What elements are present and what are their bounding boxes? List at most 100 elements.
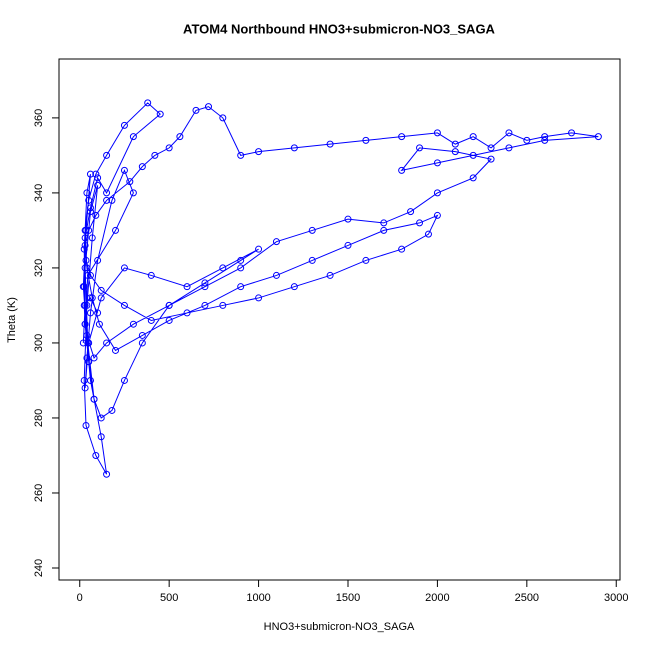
data-point xyxy=(83,354,91,362)
data-point xyxy=(82,421,90,429)
data-point xyxy=(80,301,88,309)
y-tick-label: 360 xyxy=(33,109,45,127)
y-tick-label: 260 xyxy=(33,484,45,502)
data-point xyxy=(85,196,93,204)
y-tick-label: 340 xyxy=(33,184,45,202)
data-point xyxy=(594,133,602,141)
data-point xyxy=(83,331,91,339)
data-point xyxy=(326,140,334,148)
data-point xyxy=(176,133,184,141)
data-point xyxy=(80,283,88,291)
data-point xyxy=(92,211,100,219)
x-tick-label: 1000 xyxy=(246,592,270,604)
data-point xyxy=(469,151,477,159)
data-point xyxy=(219,301,227,309)
data-point xyxy=(94,256,102,264)
y-axis-label: Theta (K) xyxy=(6,297,18,343)
data-point xyxy=(83,301,91,309)
data-point xyxy=(120,166,128,174)
data-point xyxy=(129,320,137,328)
data-point xyxy=(138,339,146,347)
data-point xyxy=(487,144,495,152)
data-point xyxy=(126,178,134,186)
data-point xyxy=(255,148,263,156)
y-tick-label: 280 xyxy=(33,409,45,427)
data-point xyxy=(81,320,89,328)
data-point xyxy=(80,245,88,253)
data-point xyxy=(201,279,209,287)
data-point xyxy=(81,226,89,234)
data-point xyxy=(95,320,103,328)
data-point xyxy=(92,451,100,459)
x-tick-label: 0 xyxy=(77,592,83,604)
data-point xyxy=(138,163,146,171)
data-point xyxy=(219,114,227,122)
data-point xyxy=(86,376,94,384)
data-point xyxy=(85,358,93,366)
y-tick-label: 320 xyxy=(33,259,45,277)
data-point xyxy=(469,174,477,182)
data-point xyxy=(237,264,245,272)
data-point xyxy=(88,234,96,242)
data-point xyxy=(129,189,137,197)
data-point xyxy=(112,226,120,234)
data-point xyxy=(86,208,94,216)
data-point xyxy=(83,264,91,272)
data-point xyxy=(362,136,370,144)
data-point xyxy=(103,151,111,159)
data-point xyxy=(541,136,549,144)
data-point xyxy=(83,189,91,197)
data-point xyxy=(255,294,263,302)
data-point xyxy=(138,331,146,339)
data-point xyxy=(165,301,173,309)
data-point xyxy=(272,238,280,246)
data-point xyxy=(380,219,388,227)
data-point xyxy=(433,211,441,219)
data-point xyxy=(362,256,370,264)
data-point xyxy=(272,271,280,279)
x-tick-label: 500 xyxy=(160,592,178,604)
data-point xyxy=(86,294,94,302)
data-point xyxy=(85,226,93,234)
data-point xyxy=(94,309,102,317)
data-point xyxy=(97,286,105,294)
data-point xyxy=(108,196,116,204)
data-point xyxy=(407,208,415,216)
data-point xyxy=(568,129,576,137)
data-point xyxy=(86,204,94,212)
x-tick-label: 2000 xyxy=(425,592,449,604)
data-point xyxy=(237,283,245,291)
x-tick-label: 2500 xyxy=(515,592,539,604)
data-point xyxy=(81,234,89,242)
data-point xyxy=(290,283,298,291)
data-point xyxy=(86,170,94,178)
data-point xyxy=(192,106,200,114)
data-point xyxy=(120,301,128,309)
data-point xyxy=(92,170,100,178)
data-point xyxy=(147,316,155,324)
data-point xyxy=(205,103,213,111)
data-point xyxy=(82,256,90,264)
data-point xyxy=(523,136,531,144)
data-point xyxy=(433,129,441,137)
data-point xyxy=(237,151,245,159)
data-point xyxy=(108,406,116,414)
data-point xyxy=(237,256,245,264)
data-point xyxy=(90,354,98,362)
data-point xyxy=(86,271,94,279)
data-point xyxy=(344,241,352,249)
data-point xyxy=(451,140,459,148)
data-point xyxy=(120,264,128,272)
y-tick-label: 300 xyxy=(33,334,45,352)
data-point xyxy=(85,339,93,347)
data-point xyxy=(147,271,155,279)
data-point xyxy=(103,189,111,197)
data-point xyxy=(451,148,459,156)
data-point xyxy=(103,470,111,478)
data-point xyxy=(201,301,209,309)
data-point xyxy=(112,346,120,354)
data-point xyxy=(416,219,424,227)
data-point xyxy=(81,241,89,249)
data-point xyxy=(79,339,87,347)
